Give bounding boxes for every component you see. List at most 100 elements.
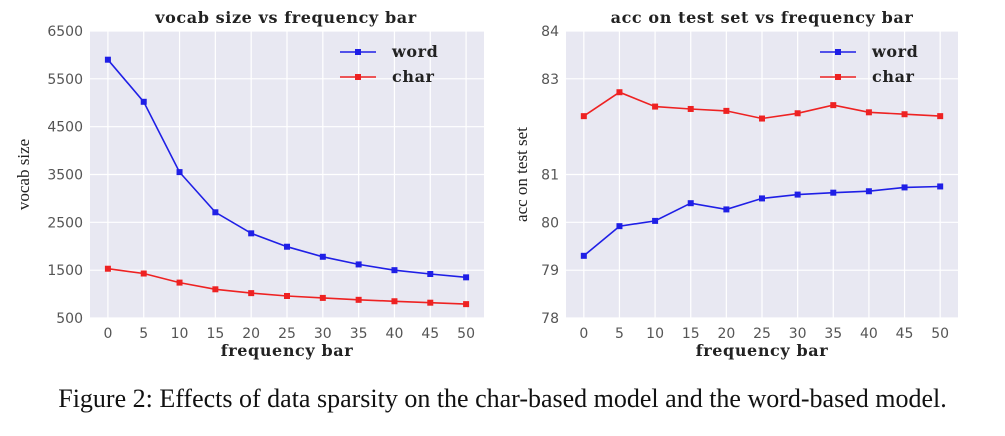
chart-1-y-tick-label: 6500: [47, 24, 83, 40]
chart-1-series-char-point: [284, 292, 290, 299]
chart-2-legend-label-char: char: [872, 67, 915, 86]
chart-2-series-char-point: [865, 109, 872, 116]
chart-1-x-tick-label: 30: [314, 326, 332, 342]
chart-2-x-axis-label: frequency bar: [696, 341, 829, 360]
chart-2-legend: word char: [820, 42, 918, 86]
chart-1-series-word-point: [212, 209, 219, 216]
chart-2-x-tick-label: 20: [717, 326, 735, 342]
chart-1-series-char-point: [212, 286, 219, 293]
chart-2-x-tick-label: 40: [860, 326, 878, 342]
chart-1-series-word-point: [391, 267, 398, 274]
chart-2-x-tick-label: 15: [682, 326, 700, 342]
chart-2-x-tick-label: 5: [615, 326, 624, 342]
chart-2-x-tick-label: 0: [579, 326, 588, 342]
chart-1-x-tick-label: 15: [206, 326, 224, 342]
chart-1-series-word: [104, 56, 470, 281]
chart-2-y-tick-label: 84: [541, 24, 559, 40]
chart-1-series-word-point: [427, 270, 434, 277]
chart-2-series-word-point: [901, 184, 908, 191]
chart-2-legend-marker-word: [835, 49, 841, 55]
chart-1-y-tick-label: 3500: [47, 168, 83, 184]
chart-1-series-char-point: [463, 301, 470, 308]
chart-1-legend-marker-word: [355, 49, 361, 55]
chart-1-y-axis-label: vocab size: [14, 139, 33, 210]
chart-2-series-char-point: [723, 107, 730, 114]
chart-1-series-word-point: [140, 98, 147, 105]
chart-2-y-axis-label: acc on test set: [512, 127, 531, 222]
chart-1-x-tick-label: 45: [421, 326, 439, 342]
chart-2-series-char-point: [580, 113, 587, 120]
chart-2-y-tick-label: 78: [541, 311, 559, 327]
chart-1-series-char-point: [104, 265, 111, 272]
chart-2-y-tick-label: 79: [541, 263, 559, 279]
chart-2-series-char-point: [794, 110, 801, 117]
chart-2-series-char-point: [901, 111, 908, 118]
chart-1-series-char-point: [391, 298, 398, 305]
chart-2-series-word-point: [687, 200, 694, 207]
chart-1-x-tick-label: 25: [278, 326, 296, 342]
chart-2-series-word-point: [937, 183, 944, 190]
chart-2-y-tick-label: 80: [541, 215, 559, 231]
chart-2-x-tick-label: 35: [824, 326, 842, 342]
chart-1-x-tick-label: 0: [103, 326, 112, 342]
chart-2-series-word-point: [830, 189, 837, 196]
chart-1-y-tick-label: 5500: [47, 72, 83, 88]
chart-1-series-char-point: [427, 299, 434, 306]
chart-2-series-word-point: [580, 252, 587, 259]
chart-2-series-word-point: [652, 217, 659, 224]
chart-1-series-word-point: [284, 243, 290, 250]
chart-1-y-tick-label: 2500: [47, 215, 83, 231]
chart-2-series-char-point: [830, 102, 837, 109]
chart-2-series-char-point: [616, 89, 623, 96]
chart-2-series-word-point: [723, 206, 730, 213]
chart-2-series-word-point: [616, 223, 623, 230]
chart-1-series-char-point: [140, 270, 147, 277]
chart-2-series-char-point: [687, 105, 694, 112]
chart-1-y-tick-label: 4500: [47, 120, 83, 136]
chart-1-series-word-point: [319, 253, 326, 260]
chart-1-legend: word char: [340, 42, 438, 86]
chart-1-x-tick-label: 5: [139, 326, 148, 342]
chart-2-y-tick-label: 83: [541, 72, 559, 88]
chart-1-y-tick-label: 1500: [47, 263, 83, 279]
chart-2-series-word-point: [794, 191, 801, 198]
chart-1-title: vocab size vs frequency bar: [154, 8, 417, 27]
chart-1-legend-marker-char: [355, 74, 361, 80]
chart-2-x-tick-label: 30: [789, 326, 807, 342]
chart-2-series-char: [580, 89, 944, 122]
chart-2-series-word: [580, 183, 944, 259]
chart-1-series-word-point: [463, 274, 470, 281]
chart-2-x-tick-label: 25: [753, 326, 771, 342]
chart-1-x-tick-label: 50: [457, 326, 475, 342]
chart-1: 500 1500 2500 3500 4500 5500 6500 0 5 10 15 20 25 30 3…: [14, 8, 484, 360]
chart-2-x-tick-label: 45: [896, 326, 914, 342]
chart-1-series-char: [104, 265, 470, 308]
chart-2-series-word-point: [865, 188, 872, 195]
chart-1-x-tick-label: 20: [242, 326, 260, 342]
chart-2: 78 79 80 81 83 84 0 5 10 15 20 25 30 35 40 45 50 acc on t…: [512, 8, 958, 360]
chart-1-x-tick-label: 10: [171, 326, 189, 342]
chart-1-series-char-point: [319, 294, 326, 301]
chart-2-legend-marker-char: [835, 74, 841, 80]
figure-caption: Figure 2: Effects of data sparsity on th…: [58, 384, 947, 413]
chart-1-series-word-point: [104, 56, 111, 63]
chart-2-series-char-point: [759, 115, 765, 122]
chart-1-x-axis-label: frequency bar: [221, 341, 354, 360]
chart-2-x-tick-label: 50: [931, 326, 949, 342]
chart-2-title: acc on test set vs frequency bar: [611, 8, 914, 27]
chart-2-y-tick-label: 81: [541, 168, 559, 184]
chart-1-series-word-point: [248, 230, 255, 237]
chart-1-series-word-point: [355, 261, 362, 268]
chart-1-x-tick-label: 35: [350, 326, 368, 342]
chart-1-series-char-point: [355, 296, 362, 303]
chart-1-series-char-point: [176, 279, 183, 286]
chart-1-x-tick-label: 40: [386, 326, 404, 342]
chart-2-x-tick-label: 10: [646, 326, 664, 342]
chart-2-series-word-point: [759, 195, 765, 202]
chart-1-y-tick-label: 500: [56, 311, 83, 327]
chart-1-legend-label-word: word: [391, 42, 438, 61]
chart-1-series-word-point: [176, 169, 183, 176]
chart-2-series-char-point: [937, 113, 944, 120]
